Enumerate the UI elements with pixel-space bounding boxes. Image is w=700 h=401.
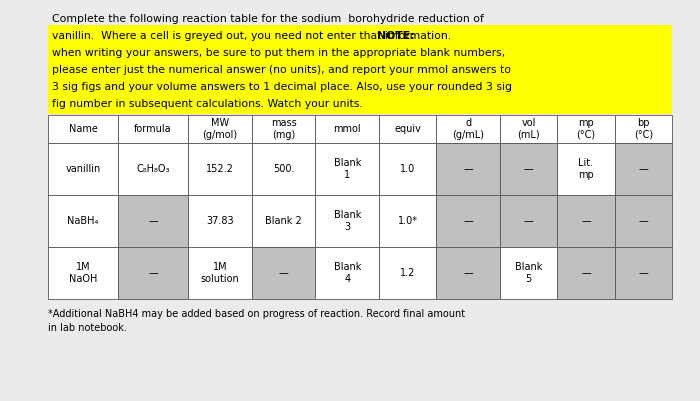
Text: —: — [463,268,473,278]
Text: —: — [279,268,288,278]
Text: Name: Name [69,124,97,134]
Bar [188,143,252,195]
Text: 1M
solution: 1M solution [200,262,239,284]
Text: —: — [638,164,648,174]
Text: Blank
5: Blank 5 [515,262,543,284]
Bar [557,115,615,143]
Text: *Additional NaBH4 may be added based on progress of reaction. Record final amoun: *Additional NaBH4 may be added based on … [48,309,465,319]
Bar [500,195,557,247]
Bar [316,143,379,195]
Text: 1.0: 1.0 [400,164,415,174]
Text: —: — [581,268,591,278]
Bar [557,143,615,195]
Bar [436,195,500,247]
Bar [48,25,672,114]
Bar [316,115,379,143]
Bar [379,115,436,143]
Bar [379,247,436,299]
Text: 1.0*: 1.0* [398,216,418,226]
Text: 3 sig figs and your volume answers to 1 decimal place. Also, use your rounded 3 : 3 sig figs and your volume answers to 1 … [52,82,512,92]
Text: mass
(mg): mass (mg) [271,118,297,140]
Bar [615,247,672,299]
Bar [188,247,252,299]
Bar [252,247,316,299]
Text: vanillin: vanillin [65,164,101,174]
Bar [436,247,500,299]
Text: Complete the following reaction table for the sodium  borohydride reduction of: Complete the following reaction table fo… [52,14,484,24]
Text: 1M
NaOH: 1M NaOH [69,262,97,284]
Text: MW
(g/mol): MW (g/mol) [202,118,237,140]
Text: 152.2: 152.2 [206,164,234,174]
Text: Lit.
mp: Lit. mp [578,158,594,180]
Text: 1.2: 1.2 [400,268,415,278]
Bar [615,143,672,195]
Bar [252,195,316,247]
Text: bp
(°C): bp (°C) [634,118,653,140]
Text: NOTE:: NOTE: [377,31,415,41]
Bar [379,143,436,195]
Bar [615,115,672,143]
Text: —: — [463,164,473,174]
Text: formula: formula [134,124,172,134]
Text: —: — [524,164,533,174]
Text: fig number in subsequent calculations. Watch your units.: fig number in subsequent calculations. W… [52,99,363,109]
Bar [188,115,252,143]
Text: Blank
3: Blank 3 [334,210,361,232]
Text: Blank 2: Blank 2 [265,216,302,226]
Text: d
(g/mL): d (g/mL) [452,118,484,140]
Text: in lab notebook.: in lab notebook. [48,323,127,333]
Bar [500,247,557,299]
Text: mp
(°C): mp (°C) [577,118,596,140]
Text: vol
(mL): vol (mL) [517,118,540,140]
Text: Blank
4: Blank 4 [334,262,361,284]
Text: 37.83: 37.83 [206,216,234,226]
Bar [188,195,252,247]
Bar [48,115,118,143]
Text: Blank
1: Blank 1 [334,158,361,180]
Bar [500,115,557,143]
Bar [118,143,188,195]
Bar [557,195,615,247]
Bar [379,195,436,247]
Bar [500,143,557,195]
Text: —: — [148,268,158,278]
Text: —: — [463,216,473,226]
Text: vanillin.  Where a cell is greyed out, you need not enter that information.: vanillin. Where a cell is greyed out, yo… [52,31,454,41]
Bar [48,247,118,299]
Text: —: — [638,268,648,278]
Text: —: — [638,216,648,226]
Bar [118,115,188,143]
Text: NaBH₄: NaBH₄ [67,216,99,226]
Bar [436,115,500,143]
Bar [615,195,672,247]
Bar [118,195,188,247]
Text: 500.: 500. [273,164,294,174]
Text: —: — [581,216,591,226]
Bar [252,143,316,195]
Text: please enter just the numerical answer (no units), and report your mmol answers : please enter just the numerical answer (… [52,65,511,75]
Text: equiv: equiv [394,124,421,134]
Bar [48,195,118,247]
Text: mmol: mmol [333,124,361,134]
Bar [48,143,118,195]
Text: when writing your answers, be sure to put them in the appropriate blank numbers,: when writing your answers, be sure to pu… [52,49,505,59]
Bar [118,247,188,299]
Text: —: — [148,216,158,226]
Bar [252,115,316,143]
Bar [557,247,615,299]
Text: C₈H₈O₃: C₈H₈O₃ [136,164,170,174]
Text: —: — [524,216,533,226]
Bar [436,143,500,195]
Bar [316,195,379,247]
Bar [316,247,379,299]
